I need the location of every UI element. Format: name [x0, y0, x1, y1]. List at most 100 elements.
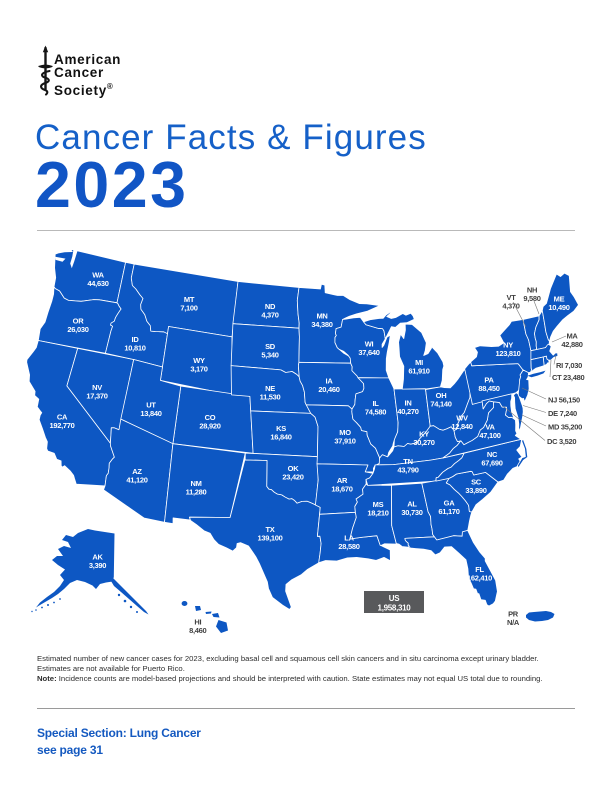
svg-text:AR: AR	[337, 476, 348, 485]
svg-text:NY: NY	[503, 341, 513, 350]
svg-text:CO: CO	[205, 413, 216, 422]
svg-text:UT: UT	[146, 401, 156, 410]
svg-text:PA: PA	[484, 376, 494, 385]
svg-text:RI 7,030: RI 7,030	[556, 361, 582, 370]
svg-text:28,920: 28,920	[199, 422, 220, 431]
svg-text:DC 3,520: DC 3,520	[547, 437, 576, 446]
svg-text:TN: TN	[403, 457, 412, 466]
svg-text:SC: SC	[471, 478, 482, 487]
svg-text:OH: OH	[436, 391, 447, 400]
svg-text:SD: SD	[265, 342, 276, 351]
svg-text:37,910: 37,910	[334, 437, 355, 446]
svg-text:US: US	[389, 594, 400, 603]
svg-text:KS: KS	[276, 424, 286, 433]
svg-text:33,890: 33,890	[465, 486, 486, 495]
svg-text:61,170: 61,170	[438, 507, 459, 516]
svg-text:30,730: 30,730	[401, 508, 422, 517]
svg-text:61,910: 61,910	[408, 367, 429, 376]
svg-text:28,580: 28,580	[338, 542, 359, 551]
svg-text:162,410: 162,410	[467, 574, 492, 583]
svg-text:OR: OR	[73, 317, 85, 326]
svg-text:AL: AL	[407, 500, 417, 509]
svg-text:20,460: 20,460	[318, 385, 339, 394]
svg-text:VT: VT	[507, 293, 517, 302]
svg-text:192,770: 192,770	[49, 421, 74, 430]
svg-text:30,270: 30,270	[413, 438, 434, 447]
svg-text:MN: MN	[316, 312, 327, 321]
svg-text:WI: WI	[365, 340, 374, 349]
svg-text:ND: ND	[265, 302, 276, 311]
svg-text:MI: MI	[415, 358, 423, 367]
svg-text:NM: NM	[190, 479, 201, 488]
svg-text:26,030: 26,030	[67, 325, 88, 334]
svg-text:42,880: 42,880	[561, 340, 582, 349]
svg-text:ID: ID	[132, 335, 140, 344]
svg-text:23,420: 23,420	[282, 473, 303, 482]
svg-text:4,370: 4,370	[502, 302, 519, 311]
svg-text:MA: MA	[566, 332, 578, 341]
svg-text:NH: NH	[527, 286, 537, 295]
svg-text:88,450: 88,450	[478, 384, 499, 393]
svg-text:37,640: 37,640	[358, 348, 379, 357]
svg-text:GA: GA	[444, 499, 456, 508]
svg-text:NV: NV	[92, 383, 102, 392]
svg-text:PR: PR	[508, 610, 519, 619]
svg-text:40,270: 40,270	[397, 407, 418, 416]
svg-text:OK: OK	[288, 464, 300, 473]
svg-text:MT: MT	[184, 295, 195, 304]
svg-text:FL: FL	[475, 565, 484, 574]
svg-text:MD 35,200: MD 35,200	[548, 423, 582, 432]
svg-text:139,100: 139,100	[257, 534, 282, 543]
svg-text:N/A: N/A	[507, 618, 520, 627]
svg-text:18,210: 18,210	[367, 509, 388, 518]
svg-text:41,120: 41,120	[126, 476, 147, 485]
svg-text:VA: VA	[485, 423, 495, 432]
svg-text:13,840: 13,840	[140, 409, 161, 418]
svg-text:WV: WV	[456, 414, 468, 423]
svg-text:MO: MO	[339, 428, 351, 437]
svg-text:LA: LA	[344, 534, 354, 543]
svg-text:34,380: 34,380	[311, 320, 332, 329]
svg-text:MS: MS	[373, 500, 384, 509]
svg-text:AZ: AZ	[132, 467, 142, 476]
svg-text:CT 23,480: CT 23,480	[552, 373, 584, 382]
svg-text:CA: CA	[57, 412, 68, 421]
svg-text:1,958,310: 1,958,310	[378, 604, 412, 613]
svg-text:5,340: 5,340	[261, 351, 278, 360]
svg-text:123,810: 123,810	[495, 349, 520, 358]
svg-text:11,280: 11,280	[186, 488, 207, 497]
svg-text:11,530: 11,530	[260, 393, 281, 402]
svg-text:KY: KY	[419, 430, 429, 439]
svg-text:DE 7,240: DE 7,240	[548, 409, 577, 418]
svg-text:16,840: 16,840	[270, 433, 291, 442]
svg-text:67,690: 67,690	[481, 459, 502, 468]
svg-text:NC: NC	[487, 450, 498, 459]
svg-text:7,100: 7,100	[180, 304, 197, 313]
svg-text:12,840: 12,840	[451, 422, 472, 431]
svg-text:44,630: 44,630	[87, 279, 108, 288]
svg-text:TX: TX	[266, 525, 275, 534]
svg-text:IN: IN	[405, 399, 412, 408]
svg-text:ME: ME	[554, 295, 565, 304]
svg-text:HI: HI	[194, 618, 201, 627]
svg-text:74,140: 74,140	[430, 400, 451, 409]
svg-text:43,790: 43,790	[397, 466, 418, 475]
svg-text:10,490: 10,490	[548, 303, 569, 312]
svg-text:NJ 56,150: NJ 56,150	[548, 395, 580, 404]
svg-text:3,170: 3,170	[190, 365, 207, 374]
svg-text:IL: IL	[372, 399, 379, 408]
svg-text:9,580: 9,580	[523, 294, 540, 303]
svg-text:47,100: 47,100	[479, 431, 500, 440]
svg-text:17,370: 17,370	[86, 392, 107, 401]
svg-text:WY: WY	[193, 356, 205, 365]
svg-text:AK: AK	[92, 553, 103, 562]
svg-text:10,810: 10,810	[124, 344, 145, 353]
svg-text:3,390: 3,390	[89, 561, 106, 570]
svg-text:18,670: 18,670	[331, 485, 352, 494]
svg-text:WA: WA	[92, 271, 104, 280]
svg-text:74,580: 74,580	[365, 408, 386, 417]
svg-text:8,460: 8,460	[189, 626, 206, 635]
svg-text:IA: IA	[326, 377, 334, 386]
svg-text:NE: NE	[265, 384, 275, 393]
svg-text:4,370: 4,370	[261, 311, 278, 320]
